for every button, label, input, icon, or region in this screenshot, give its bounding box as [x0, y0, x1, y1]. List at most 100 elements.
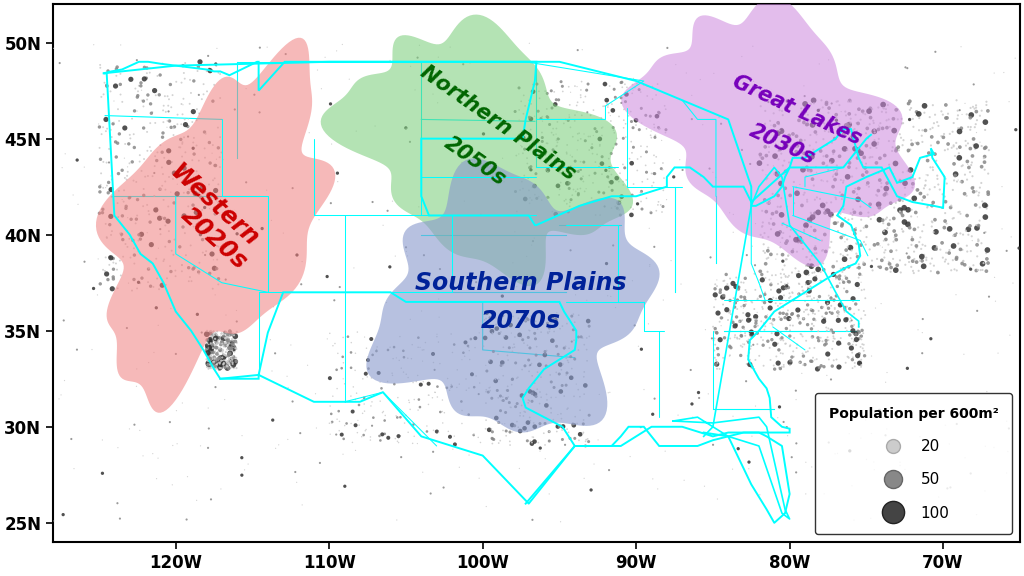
Point	[658, 195, 675, 204]
Point	[855, 258, 871, 267]
Point	[862, 143, 879, 153]
Point	[942, 203, 958, 212]
Point	[843, 243, 859, 252]
Point	[840, 251, 856, 260]
Point	[578, 184, 594, 194]
Point	[766, 121, 782, 130]
Point	[830, 120, 847, 129]
Point	[546, 383, 562, 392]
Point	[201, 424, 217, 433]
Point	[762, 343, 778, 353]
Point	[190, 62, 207, 71]
Point	[164, 246, 180, 255]
Point	[154, 181, 170, 191]
Point	[748, 312, 764, 321]
Point	[851, 273, 867, 282]
Point	[221, 344, 238, 353]
Point	[950, 207, 967, 217]
Point	[892, 177, 908, 186]
Point	[289, 478, 305, 487]
Point	[425, 447, 441, 456]
Point	[604, 100, 621, 109]
Point	[121, 234, 137, 244]
Point	[483, 425, 500, 434]
Point	[564, 132, 581, 141]
Point	[519, 159, 536, 168]
Point	[941, 245, 957, 255]
Point	[879, 123, 895, 132]
Point	[1005, 278, 1021, 287]
Point	[765, 219, 781, 229]
Point	[648, 206, 665, 215]
Point	[210, 339, 226, 348]
Point	[806, 249, 822, 258]
Point	[199, 87, 215, 96]
Point	[502, 437, 518, 446]
Point	[267, 444, 284, 453]
Point	[174, 267, 190, 276]
Point	[575, 372, 592, 381]
Point	[557, 440, 573, 449]
Point	[855, 344, 871, 353]
Point	[530, 438, 547, 447]
Point	[824, 212, 841, 221]
Point	[561, 100, 578, 109]
Point	[570, 435, 587, 445]
Point	[560, 207, 577, 217]
Point	[556, 119, 572, 128]
Point	[617, 119, 634, 128]
Point	[115, 252, 131, 262]
Point	[961, 230, 977, 240]
Point	[169, 180, 185, 189]
Point	[522, 162, 539, 171]
Point	[531, 446, 548, 456]
Point	[512, 426, 528, 435]
Point	[599, 96, 615, 105]
Point	[820, 355, 837, 364]
Point	[907, 208, 924, 217]
Point	[178, 251, 195, 260]
Point	[804, 319, 820, 328]
Point	[715, 313, 731, 323]
Point	[215, 346, 231, 355]
Point	[132, 234, 148, 244]
Point	[194, 328, 210, 337]
Point	[103, 192, 120, 202]
Point	[807, 355, 823, 365]
Point	[206, 329, 222, 338]
Point	[633, 188, 649, 197]
Point	[765, 315, 781, 324]
Point	[839, 287, 855, 296]
Point	[143, 240, 160, 249]
Point	[642, 112, 658, 121]
Point	[795, 244, 811, 253]
Point	[795, 349, 811, 358]
Point	[134, 274, 151, 283]
Point	[895, 135, 911, 145]
Polygon shape	[367, 158, 659, 433]
Point	[335, 374, 351, 384]
Point	[777, 280, 794, 289]
Point	[844, 334, 860, 343]
Point	[815, 245, 831, 255]
Point	[570, 385, 587, 394]
Point	[226, 343, 243, 352]
Point	[802, 343, 818, 353]
Point	[122, 253, 138, 262]
Point	[500, 355, 516, 365]
Point	[860, 134, 877, 143]
Point	[780, 107, 797, 116]
Point	[797, 92, 813, 101]
Point	[972, 111, 988, 120]
Point	[600, 174, 616, 183]
Point	[754, 222, 770, 232]
Point	[96, 78, 113, 88]
Point	[526, 389, 543, 399]
Point	[206, 80, 222, 89]
Point	[791, 116, 807, 125]
Point	[157, 177, 173, 186]
Point	[182, 75, 199, 85]
Point	[907, 138, 924, 147]
Point	[811, 363, 827, 372]
Point	[946, 159, 963, 168]
